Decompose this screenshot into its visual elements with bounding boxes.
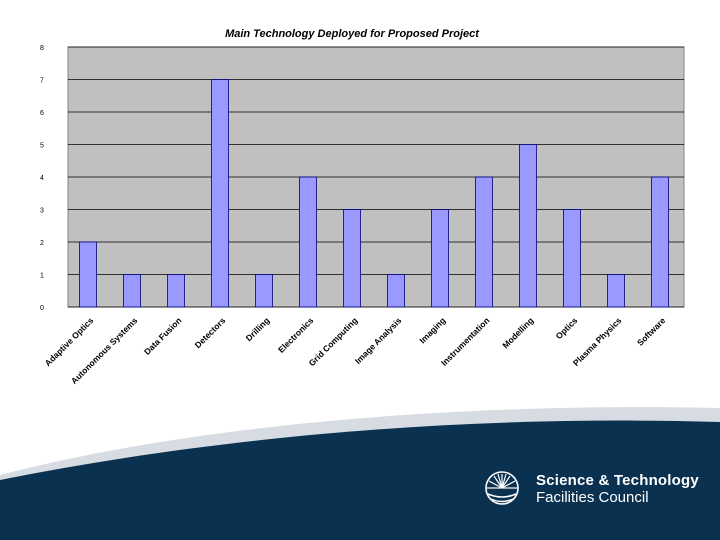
bar — [79, 241, 97, 308]
y-tick-label: 2 — [40, 240, 44, 247]
bar-chart: Main Technology Deployed for Proposed Pr… — [40, 28, 685, 386]
x-tick-label: Data Fusion — [142, 315, 183, 356]
stfc-logo: Science & Technology Facilities Council — [484, 462, 704, 512]
bar — [299, 176, 317, 308]
x-tick-label: Detectors — [193, 315, 228, 350]
y-tick-label: 7 — [40, 78, 44, 85]
bar — [607, 274, 625, 308]
y-tick-label: 1 — [40, 273, 44, 280]
footer-wave — [0, 407, 720, 540]
x-tick-label: Plasma Physics — [571, 315, 624, 368]
footer-navy — [0, 420, 720, 540]
y-tick-label: 8 — [40, 45, 44, 52]
bar — [387, 274, 405, 308]
chart-title: Main Technology Deployed for Proposed Pr… — [225, 28, 480, 40]
y-tick-label: 6 — [40, 110, 44, 117]
x-tick-label: Image Analysis — [353, 315, 404, 366]
x-tick-label: Optics — [554, 315, 580, 341]
bar — [475, 176, 493, 308]
x-tick-label: Modelling — [500, 315, 535, 350]
bar — [167, 274, 185, 308]
x-tick-label: Imaging — [417, 315, 447, 345]
bar — [431, 209, 449, 308]
x-tick-label: Electronics — [276, 315, 316, 355]
bar — [123, 274, 141, 308]
bar — [343, 209, 361, 308]
bar — [563, 209, 581, 308]
org-name-line1: Science & Technology — [536, 472, 699, 489]
y-tick-label: 0 — [40, 305, 44, 312]
bar — [651, 176, 669, 308]
y-tick-label: 4 — [40, 175, 44, 182]
y-tick-label: 3 — [40, 208, 44, 215]
y-tick-label: 5 — [40, 143, 44, 150]
x-tick-label: Drilling — [244, 315, 272, 343]
x-tick-label: Software — [635, 315, 668, 348]
org-name-line2: Facilities Council — [536, 489, 649, 506]
bar — [211, 79, 229, 308]
x-tick-label: Instrumentation — [439, 315, 491, 367]
sunburst-icon — [485, 471, 519, 505]
bar — [519, 144, 537, 308]
bar — [255, 274, 273, 308]
